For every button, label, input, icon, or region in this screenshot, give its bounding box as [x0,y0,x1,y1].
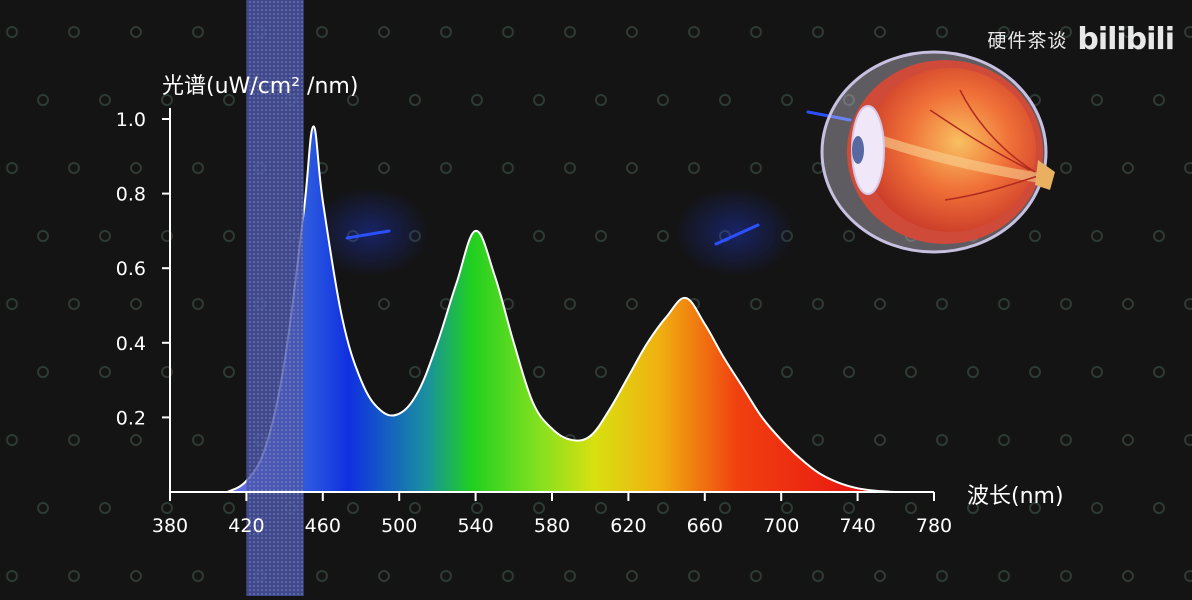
x-tick-label: 580 [534,515,570,537]
x-tick-label: 500 [381,515,417,537]
x-tick-label: 540 [457,515,493,537]
spectrum-curve [226,125,896,493]
x-tick-label: 700 [763,515,799,537]
x-tick-label: 460 [305,515,341,537]
channel-name: 硬件茶谈 [987,30,1068,52]
spectrum-area [227,126,896,493]
bilibili-logo: bilibili [1077,22,1175,57]
watermark: 硬件茶谈 bilibili [987,22,1175,57]
y-tick-label: 0.4 [116,333,146,355]
x-tick-label: 740 [839,515,875,537]
y-tick-label: 0.6 [116,258,146,280]
x-tick-label: 620 [610,515,646,537]
x-axis-label: 波长(nm) [967,484,1064,509]
highlight-band [246,0,304,596]
y-tick-label: 0.2 [116,407,146,429]
light-ray [345,229,391,240]
x-tick-label: 780 [916,515,952,537]
y-axis-label: 光谱(uW/cm² /nm) [162,74,359,99]
y-tick-label: 1.0 [116,109,146,131]
glow-effect [310,187,430,277]
glow-effect [675,187,795,277]
x-tick-label: 660 [687,515,723,537]
y-tick-label: 0.8 [116,184,146,206]
light-ray [714,223,760,246]
x-tick-label: 420 [228,515,264,537]
x-tick-label: 380 [152,515,188,537]
eye-icon [820,50,1055,254]
